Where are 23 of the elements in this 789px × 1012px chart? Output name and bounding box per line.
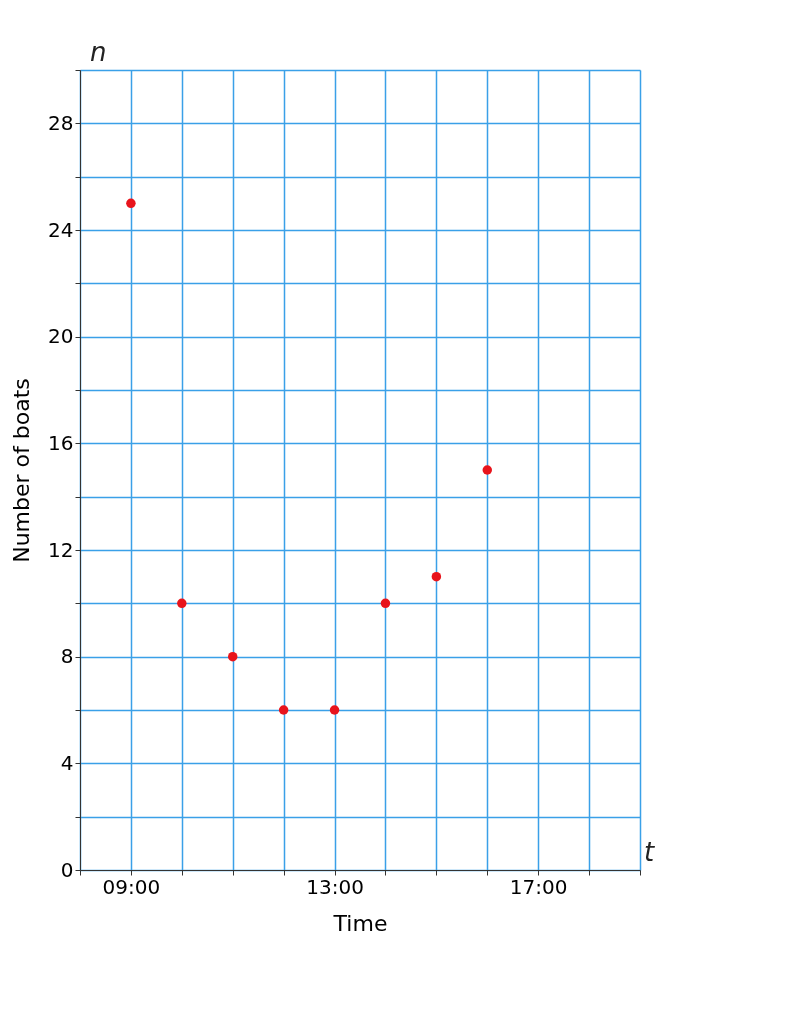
y-tick-label: 24 (48, 217, 74, 242)
x-tick-label: 13:00 (306, 874, 364, 899)
y-tick-label: 12 (48, 537, 74, 562)
y-tick-label: 0 (60, 857, 74, 882)
y-axis-title: Number of boats (9, 378, 35, 563)
point (278, 705, 289, 715)
y-tick-label: 28 (48, 110, 74, 135)
x-tick-label: 09:00 (102, 874, 161, 899)
text: t (644, 837, 655, 867)
point (329, 705, 340, 715)
y-tick-label: 8 (60, 644, 74, 669)
point (227, 651, 238, 662)
text: n (90, 37, 107, 67)
x-tick-label: 17:00 (509, 874, 568, 899)
y-tick-label: 16 (48, 430, 74, 455)
point (126, 198, 136, 209)
point (431, 571, 442, 582)
y-tick-label: 20 (48, 324, 74, 349)
point (380, 598, 391, 609)
x-axis-title: Time (332, 910, 388, 936)
point (482, 465, 493, 475)
y-tick-label: 4 (60, 750, 74, 775)
point (177, 598, 187, 609)
